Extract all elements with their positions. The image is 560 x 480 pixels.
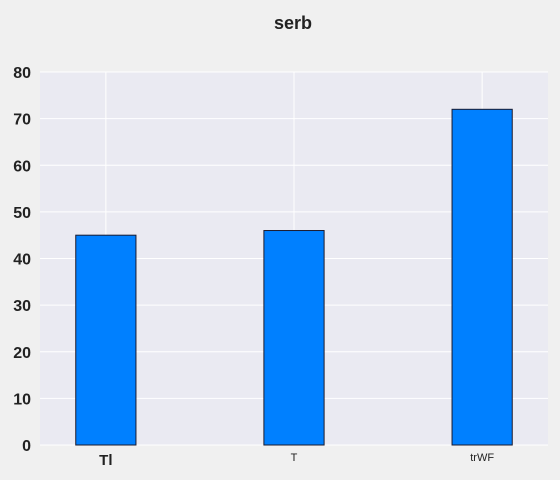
bars [75, 108, 513, 446]
bar-trWF [451, 108, 513, 446]
y-tick-label: 40 [13, 252, 31, 269]
x-tick-label: Tl [99, 452, 112, 469]
y-tick-label: 70 [13, 112, 31, 129]
bar-T [263, 230, 325, 446]
y-tick-label: 0 [22, 438, 31, 455]
x-tick-label: trWF [470, 452, 494, 464]
y-axis-ticks: 0 10 20 30 40 50 60 70 80 [13, 65, 31, 455]
bar-Tl [75, 234, 137, 446]
y-tick-label: 50 [13, 205, 31, 222]
chart-title: serb [274, 13, 312, 33]
y-tick-label: 20 [13, 345, 31, 362]
y-tick-label: 80 [13, 65, 31, 82]
x-tick-label: T [291, 452, 298, 464]
y-tick-label: 60 [13, 158, 31, 175]
y-tick-label: 30 [13, 298, 31, 315]
y-tick-label: 10 [13, 391, 31, 408]
